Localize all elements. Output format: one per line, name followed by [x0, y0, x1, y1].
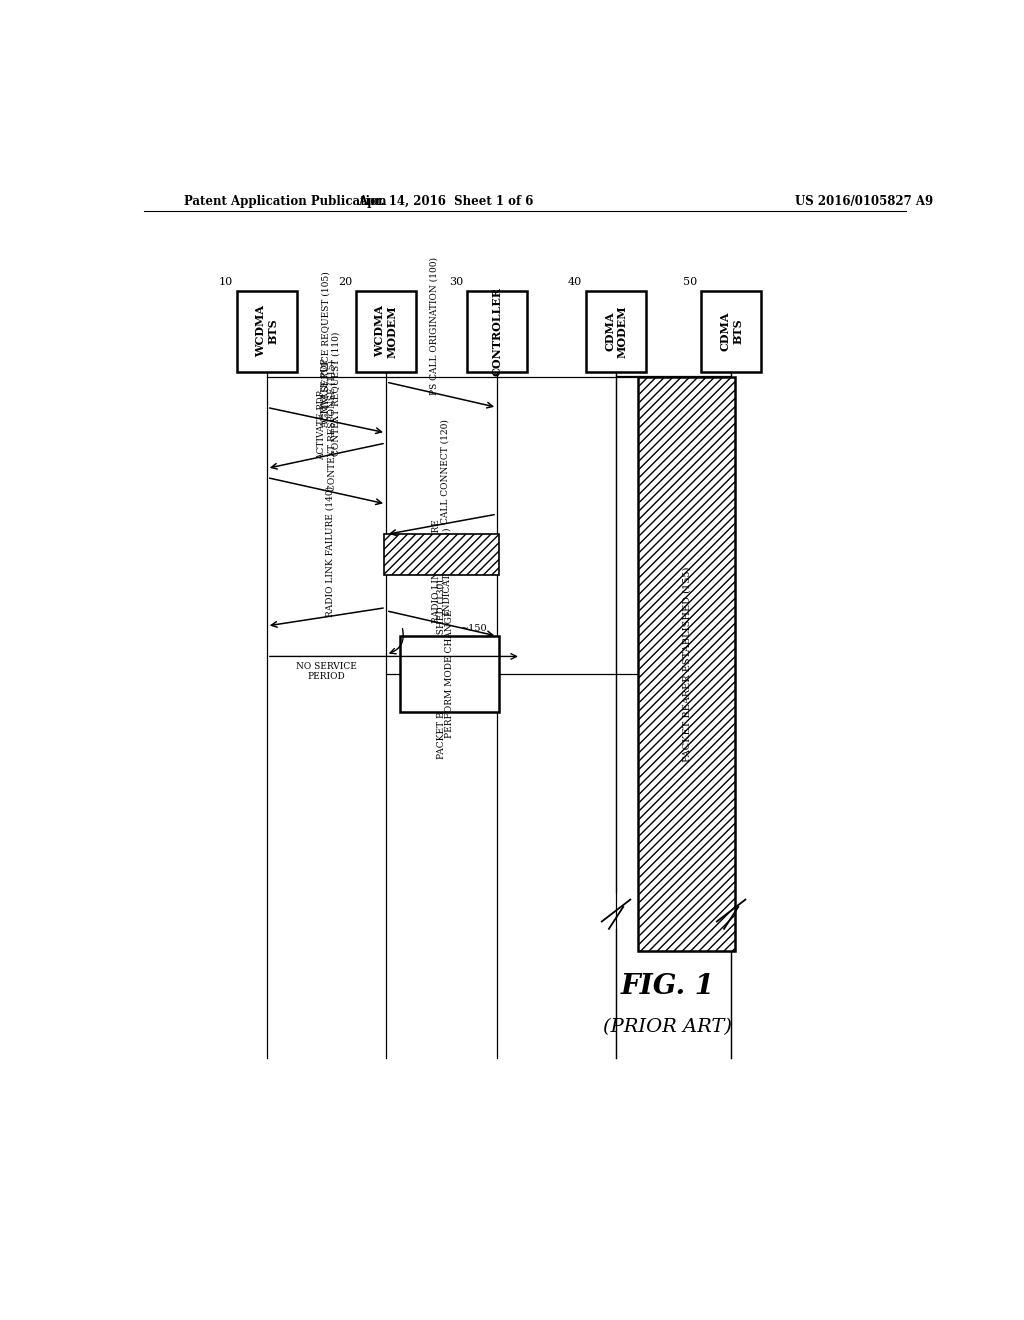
Text: 50: 50 [683, 277, 697, 288]
Text: Patent Application Publication: Patent Application Publication [183, 195, 386, 209]
Text: CONTROLLER: CONTROLLER [492, 286, 503, 376]
Bar [638, 378, 735, 952]
Bar [384, 535, 499, 576]
Text: CALL CONNECT (120): CALL CONNECT (120) [441, 420, 450, 524]
Text: WCDMA
MODEM: WCDMA MODEM [374, 305, 397, 358]
Bar [399, 636, 499, 713]
Text: ACTIVATE
TIMER: ACTIVATE TIMER [400, 642, 447, 660]
Text: ACTIVATE PDP
CONTEXT RESPONSE (115): ACTIVATE PDP CONTEXT RESPONSE (115) [316, 360, 336, 491]
Text: PACKET BEARER ESTABLISHED (155): PACKET BEARER ESTABLISHED (155) [682, 566, 691, 762]
Bar [356, 290, 416, 372]
Text: NO SERVICE
PERIOD: NO SERVICE PERIOD [296, 661, 356, 681]
Text: ~150: ~150 [462, 624, 488, 634]
Text: PS CALL ORIGINATION (100): PS CALL ORIGINATION (100) [429, 256, 438, 395]
Text: 40: 40 [568, 277, 583, 288]
Text: 30: 30 [450, 277, 463, 288]
Text: US 2016/0105827 A9: US 2016/0105827 A9 [795, 195, 933, 209]
Text: GMM SERVICE REQUEST (105): GMM SERVICE REQUEST (105) [322, 272, 331, 420]
Text: WCDMA
BTS: WCDMA BTS [255, 305, 279, 358]
Text: CDMA
MODEM: CDMA MODEM [604, 305, 628, 358]
Text: 20: 20 [338, 277, 352, 288]
Bar [587, 290, 646, 372]
Text: PACKET BEARER ESTABLISHED (130): PACKET BEARER ESTABLISHED (130) [437, 579, 446, 759]
Text: PERFORM MODE CHANGE: PERFORM MODE CHANGE [444, 610, 454, 738]
Text: RADIO LINK FAILURE
INDICATION (145): RADIO LINK FAILURE INDICATION (145) [432, 520, 452, 623]
Bar [238, 290, 297, 372]
Text: 10: 10 [219, 277, 233, 288]
Text: CDMA
BTS: CDMA BTS [719, 312, 743, 351]
Bar [467, 290, 526, 372]
Text: Apr. 14, 2016  Sheet 1 of 6: Apr. 14, 2016 Sheet 1 of 6 [357, 195, 534, 209]
Text: ACTIVATE PDP
CONTEXT REQUEST (110): ACTIVATE PDP CONTEXT REQUEST (110) [321, 331, 340, 455]
Text: RADIO LINK FAILURE (140): RADIO LINK FAILURE (140) [326, 486, 335, 616]
Text: FIG. 1: FIG. 1 [621, 973, 715, 1001]
Text: (PRIOR ART): (PRIOR ART) [603, 1019, 732, 1036]
Bar [701, 290, 761, 372]
